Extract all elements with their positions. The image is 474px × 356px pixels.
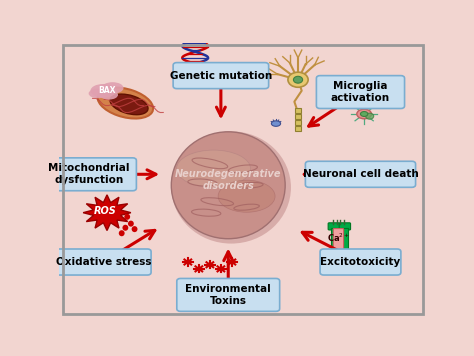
Ellipse shape xyxy=(122,225,128,231)
Text: Ca$^{2+}$: Ca$^{2+}$ xyxy=(327,231,350,244)
Text: Mitochondrial
dysfunction: Mitochondrial dysfunction xyxy=(48,163,129,185)
Ellipse shape xyxy=(357,109,372,119)
Text: Microglia
activation: Microglia activation xyxy=(331,81,390,103)
Ellipse shape xyxy=(132,226,137,232)
Ellipse shape xyxy=(218,180,275,212)
Ellipse shape xyxy=(171,132,285,239)
Ellipse shape xyxy=(110,94,148,115)
Ellipse shape xyxy=(89,89,107,98)
FancyBboxPatch shape xyxy=(316,75,405,109)
FancyBboxPatch shape xyxy=(41,158,137,191)
FancyBboxPatch shape xyxy=(331,228,337,251)
Ellipse shape xyxy=(101,82,124,94)
FancyBboxPatch shape xyxy=(177,278,280,312)
FancyBboxPatch shape xyxy=(295,120,301,125)
Ellipse shape xyxy=(172,131,291,244)
FancyBboxPatch shape xyxy=(295,108,301,112)
Ellipse shape xyxy=(119,230,125,236)
Text: ROS: ROS xyxy=(94,206,117,216)
Ellipse shape xyxy=(128,221,134,227)
FancyBboxPatch shape xyxy=(55,249,151,275)
FancyBboxPatch shape xyxy=(328,250,339,257)
Ellipse shape xyxy=(124,214,130,220)
FancyBboxPatch shape xyxy=(342,228,347,251)
Text: BAX: BAX xyxy=(98,86,116,95)
Ellipse shape xyxy=(272,121,281,126)
FancyBboxPatch shape xyxy=(173,63,269,89)
Polygon shape xyxy=(83,195,131,230)
FancyBboxPatch shape xyxy=(328,223,339,230)
FancyBboxPatch shape xyxy=(339,250,351,257)
FancyBboxPatch shape xyxy=(295,126,301,131)
FancyBboxPatch shape xyxy=(295,114,301,119)
Text: Oxidative stress: Oxidative stress xyxy=(55,257,151,267)
Text: Genetic mutation: Genetic mutation xyxy=(170,70,272,80)
Ellipse shape xyxy=(91,84,116,98)
Ellipse shape xyxy=(100,90,118,100)
Text: Excitotoxicity: Excitotoxicity xyxy=(320,257,401,267)
FancyBboxPatch shape xyxy=(320,249,401,275)
Text: Environmental
Toxins: Environmental Toxins xyxy=(185,284,271,306)
Ellipse shape xyxy=(360,111,368,116)
Ellipse shape xyxy=(293,76,302,83)
Ellipse shape xyxy=(98,88,153,119)
Text: Neuronal cell death: Neuronal cell death xyxy=(302,169,419,179)
Text: Neurodegenerative
disorders: Neurodegenerative disorders xyxy=(175,169,282,190)
Ellipse shape xyxy=(176,150,251,188)
FancyBboxPatch shape xyxy=(305,161,416,187)
FancyBboxPatch shape xyxy=(333,229,344,250)
FancyBboxPatch shape xyxy=(339,223,351,230)
Ellipse shape xyxy=(288,72,308,87)
Ellipse shape xyxy=(365,113,374,119)
